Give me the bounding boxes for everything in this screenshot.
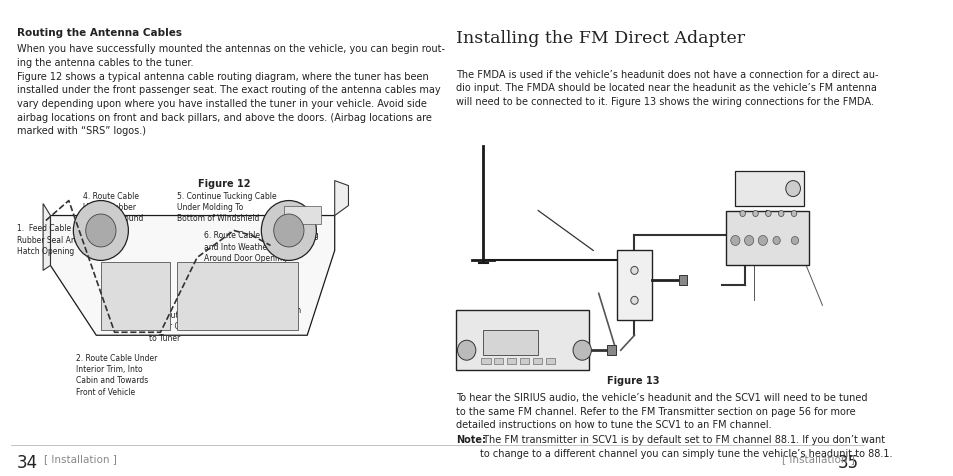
- Circle shape: [573, 340, 591, 360]
- Circle shape: [730, 236, 740, 246]
- Bar: [456, 311, 588, 370]
- Circle shape: [752, 211, 758, 217]
- Polygon shape: [335, 181, 348, 216]
- Text: 3.  Route Cable
Under Carpet
to Tuner: 3. Route Cable Under Carpet to Tuner: [150, 311, 208, 342]
- Circle shape: [790, 237, 798, 245]
- Text: 1.  Feed Cable Under
Rubber Seal Around
Hatch Opening: 1. Feed Cable Under Rubber Seal Around H…: [16, 224, 96, 255]
- Polygon shape: [177, 263, 297, 330]
- Bar: [506, 358, 516, 365]
- Text: Routing the Antenna Cables: Routing the Antenna Cables: [16, 28, 181, 38]
- Circle shape: [630, 267, 638, 275]
- Polygon shape: [101, 263, 170, 330]
- Circle shape: [785, 181, 800, 197]
- Text: 35: 35: [837, 453, 858, 471]
- Text: Note:: Note:: [456, 434, 485, 444]
- Bar: [481, 358, 490, 365]
- Polygon shape: [43, 204, 51, 271]
- Text: fm 88.1: fm 88.1: [487, 339, 519, 348]
- Circle shape: [740, 211, 744, 217]
- Text: The FMDA is used if the vehicle’s headunit does not have a connection for a dire: The FMDA is used if the vehicle’s headun…: [456, 69, 878, 107]
- Bar: [679, 276, 686, 286]
- Bar: [494, 358, 503, 365]
- Circle shape: [758, 236, 766, 246]
- Circle shape: [790, 211, 796, 217]
- Circle shape: [261, 201, 316, 261]
- Text: To hear the SIRIUS audio, the vehicle’s headunit and the SCV1 will need to be tu: To hear the SIRIUS audio, the vehicle’s …: [456, 392, 866, 429]
- Bar: [284, 206, 320, 224]
- Text: 2. Route Cable Under
Interior Trim, Into
Cabin and Towards
Front of Vehicle: 2. Route Cable Under Interior Trim, Into…: [76, 354, 157, 396]
- Text: 5. Continue Tucking Cable
Under Molding To
Bottom of Windshield: 5. Continue Tucking Cable Under Molding …: [177, 191, 276, 222]
- Bar: [725, 211, 808, 266]
- Bar: [482, 330, 537, 356]
- Text: 34: 34: [16, 453, 37, 471]
- Bar: [519, 358, 529, 365]
- Bar: [617, 251, 651, 321]
- Text: [ Installation ]: [ Installation ]: [44, 453, 117, 463]
- Text: Figure 13: Figure 13: [607, 376, 659, 386]
- Bar: [545, 358, 554, 365]
- Circle shape: [772, 237, 780, 245]
- Text: Installing the FM Direct Adapter: Installing the FM Direct Adapter: [456, 30, 744, 47]
- Text: The FM transmitter in SCV1 is by default set to FM channel 88.1. If you don’t wa: The FM transmitter in SCV1 is by default…: [480, 434, 892, 457]
- Circle shape: [630, 297, 638, 305]
- Circle shape: [778, 211, 783, 217]
- Text: 88.1: 88.1: [753, 183, 782, 196]
- Circle shape: [457, 340, 476, 360]
- Bar: [606, 346, 616, 356]
- Bar: [735, 171, 803, 206]
- Circle shape: [765, 211, 770, 217]
- Text: Figure 12: Figure 12: [198, 178, 251, 188]
- Text: [ Installation ]: [ Installation ]: [781, 453, 854, 463]
- Bar: [532, 358, 541, 365]
- Text: 6. Route Cable Out of Molding
and Into Weatherstripping
Around Door Opening.
Con: 6. Route Cable Out of Molding and Into W…: [204, 231, 319, 284]
- Circle shape: [743, 236, 753, 246]
- Circle shape: [73, 201, 129, 261]
- Circle shape: [274, 215, 304, 248]
- Text: When you have successfully mounted the antennas on the vehicle, you can begin ro: When you have successfully mounted the a…: [16, 44, 444, 68]
- Text: 7. Bring Cable out from
Weatherstripping and
Route Under Interior Trim: 7. Bring Cable out from Weatherstripping…: [204, 283, 301, 314]
- Circle shape: [86, 215, 116, 248]
- Text: 4. Route Cable
Under Rubber
Molding Around
Windshield: 4. Route Cable Under Rubber Molding Arou…: [83, 191, 143, 233]
- Polygon shape: [51, 216, 335, 336]
- Text: Figure 12 shows a typical antenna cable routing diagram, where the tuner has bee: Figure 12 shows a typical antenna cable …: [16, 72, 439, 136]
